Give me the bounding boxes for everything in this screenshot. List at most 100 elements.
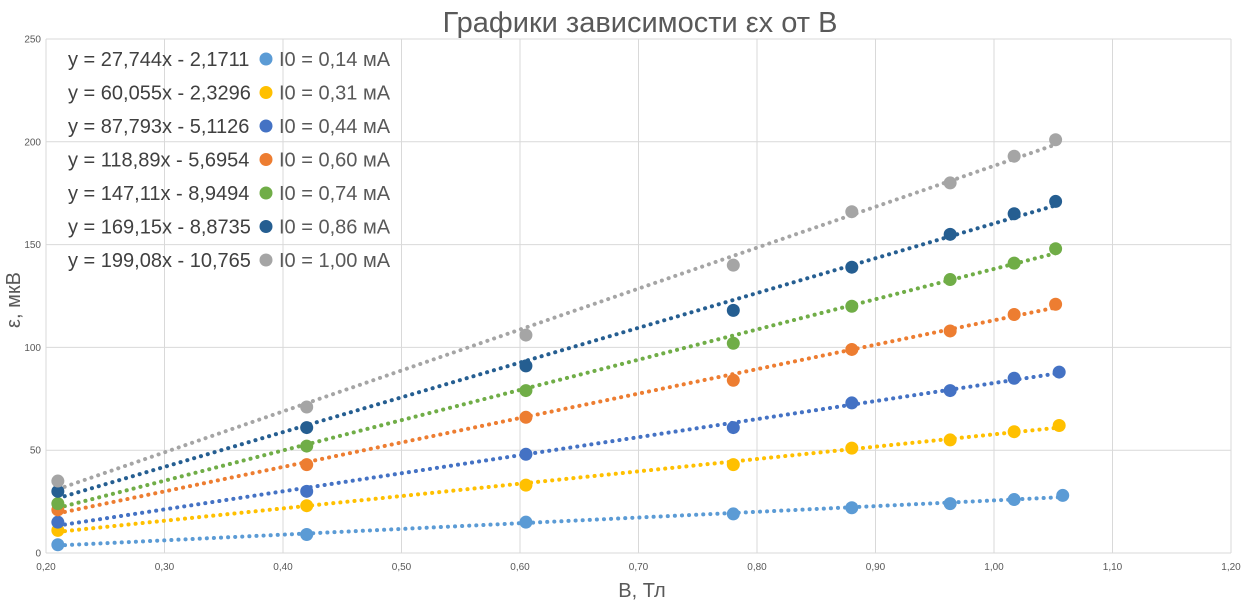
trendline-equation: y = 60,055x - 2,3296: [68, 83, 251, 105]
data-point-series-6: [845, 260, 859, 274]
x-tick-label: 0,90: [866, 562, 886, 573]
data-point-series-1: [300, 527, 314, 541]
data-point-series-4: [726, 373, 740, 387]
data-point-series-1: [51, 538, 65, 552]
x-tick-labels: 0,20 0,30 0,40 0,50 0,60 0,70 0,80 0,90 1,00 1,10…: [36, 562, 1241, 573]
trendline-equation: y = 199,08x - 10,765: [68, 250, 251, 272]
y-tick-label: 150: [24, 240, 41, 251]
data-point-series-4: [519, 410, 533, 424]
trendline-equation: y = 118,89x - 5,6954: [68, 150, 249, 172]
data-point-series-2: [1007, 425, 1021, 439]
data-point-series-5: [943, 273, 957, 287]
trendline-series-5: [55, 251, 1058, 510]
data-point-series-5: [726, 336, 740, 350]
legend-label: I0 = 0,60 мА: [279, 150, 391, 172]
legend-label: I0 = 0,14 мА: [279, 49, 391, 71]
data-point-series-1: [845, 501, 859, 515]
trendline-series-4: [55, 305, 1058, 516]
data-point-series-1: [1056, 488, 1070, 502]
trendlines: [55, 142, 1065, 548]
data-point-series-2: [845, 441, 859, 455]
data-point-series-1: [726, 507, 740, 521]
data-point-series-3: [51, 515, 65, 529]
data-point-series-6: [51, 484, 65, 498]
data-point-series-5: [845, 299, 859, 313]
data-point-series-6: [943, 227, 957, 241]
data-point-series-3: [943, 384, 957, 398]
y-tick-label: 200: [24, 137, 41, 148]
data-point-series-5: [1049, 242, 1063, 256]
data-point-series-6: [519, 359, 533, 373]
x-tick-label: 1,10: [1103, 562, 1123, 573]
data-point-series-3: [300, 484, 314, 498]
data-point-series-5: [519, 384, 533, 398]
data-point-series-6: [1007, 207, 1021, 221]
x-tick-label: 0,50: [392, 562, 412, 573]
legend-label: I0 = 1,00 мА: [279, 250, 391, 272]
y-tick-label: 0: [35, 549, 41, 560]
x-tick-label: 0,60: [510, 562, 530, 573]
y-tick-label: 100: [24, 343, 41, 354]
data-point-series-2: [943, 433, 957, 447]
trendline-series-6: [55, 203, 1058, 501]
data-point-series-3: [1007, 371, 1021, 385]
trendline-series-7: [55, 142, 1058, 492]
legend-label: I0 = 0,86 мА: [279, 217, 391, 239]
trendline-series-1: [55, 495, 1065, 548]
data-point-series-6: [300, 421, 314, 435]
trendline-equation: y = 147,11x - 8,9494: [68, 183, 249, 205]
legend: I0 = 0,14 мА I0 = 0,31 мА I0 = 0,44 мА I0 =…: [259, 49, 391, 272]
data-point-series-4: [845, 342, 859, 356]
data-point-series-5: [1007, 256, 1021, 270]
data-point-series-7: [943, 176, 957, 190]
data-point-series-6: [726, 303, 740, 317]
y-axis-title: ε, мкВ: [3, 272, 25, 328]
data-point-series-7: [300, 400, 314, 414]
data-point-series-3: [726, 421, 740, 435]
data-point-series-5: [51, 497, 65, 511]
data-point-series-1: [1007, 493, 1021, 507]
data-point-series-2: [300, 499, 314, 513]
data-point-series-7: [519, 328, 533, 342]
trendline-series-3: [55, 371, 1062, 528]
data-point-series-6: [1049, 194, 1063, 208]
data-point-series-7: [1049, 133, 1063, 147]
legend-marker: [259, 86, 273, 99]
trendline-equation: y = 169,15x - 8,8735: [68, 217, 251, 239]
trendline-equation: y = 87,793x - 5,1126: [68, 116, 249, 138]
legend-marker: [259, 253, 273, 267]
x-axis-title: B, Тл: [618, 580, 665, 602]
legend-marker: [259, 153, 273, 166]
data-point-series-1: [519, 515, 533, 529]
data-point-series-7: [1007, 149, 1021, 163]
x-tick-label: 0,30: [155, 562, 175, 573]
data-point-series-4: [943, 324, 957, 338]
data-point-series-3: [519, 447, 533, 461]
data-point-series-4: [1007, 308, 1021, 322]
data-point-series-4: [1049, 297, 1063, 311]
data-point-series-3: [845, 396, 859, 410]
legend-marker: [259, 119, 273, 133]
data-point-series-2: [1052, 419, 1066, 433]
legend-marker: [259, 186, 273, 200]
x-tick-label: 0,70: [629, 562, 649, 573]
legend-marker: [259, 220, 273, 233]
data-point-series-7: [845, 205, 859, 219]
y-tick-labels: 0 50 100 150 200 250: [24, 35, 41, 560]
y-tick-label: 50: [30, 446, 42, 457]
x-tick-label: 0,40: [273, 562, 293, 573]
data-point-series-5: [300, 439, 314, 453]
y-tick-label: 250: [24, 35, 41, 46]
x-tick-label: 1,00: [984, 562, 1004, 573]
data-point-series-4: [300, 458, 314, 472]
trendline-series-2: [55, 425, 1062, 534]
chart-title: Графики зависимости εx от B: [443, 7, 838, 39]
data-points: [51, 133, 1070, 552]
x-tick-label: 1,20: [1221, 562, 1241, 573]
x-tick-label: 0,80: [747, 562, 767, 573]
legend-label: I0 = 0,74 мА: [279, 183, 391, 205]
data-point-series-2: [519, 478, 533, 492]
trendline-equation: y = 27,744x - 2,1711: [68, 49, 249, 71]
data-point-series-1: [943, 497, 957, 511]
